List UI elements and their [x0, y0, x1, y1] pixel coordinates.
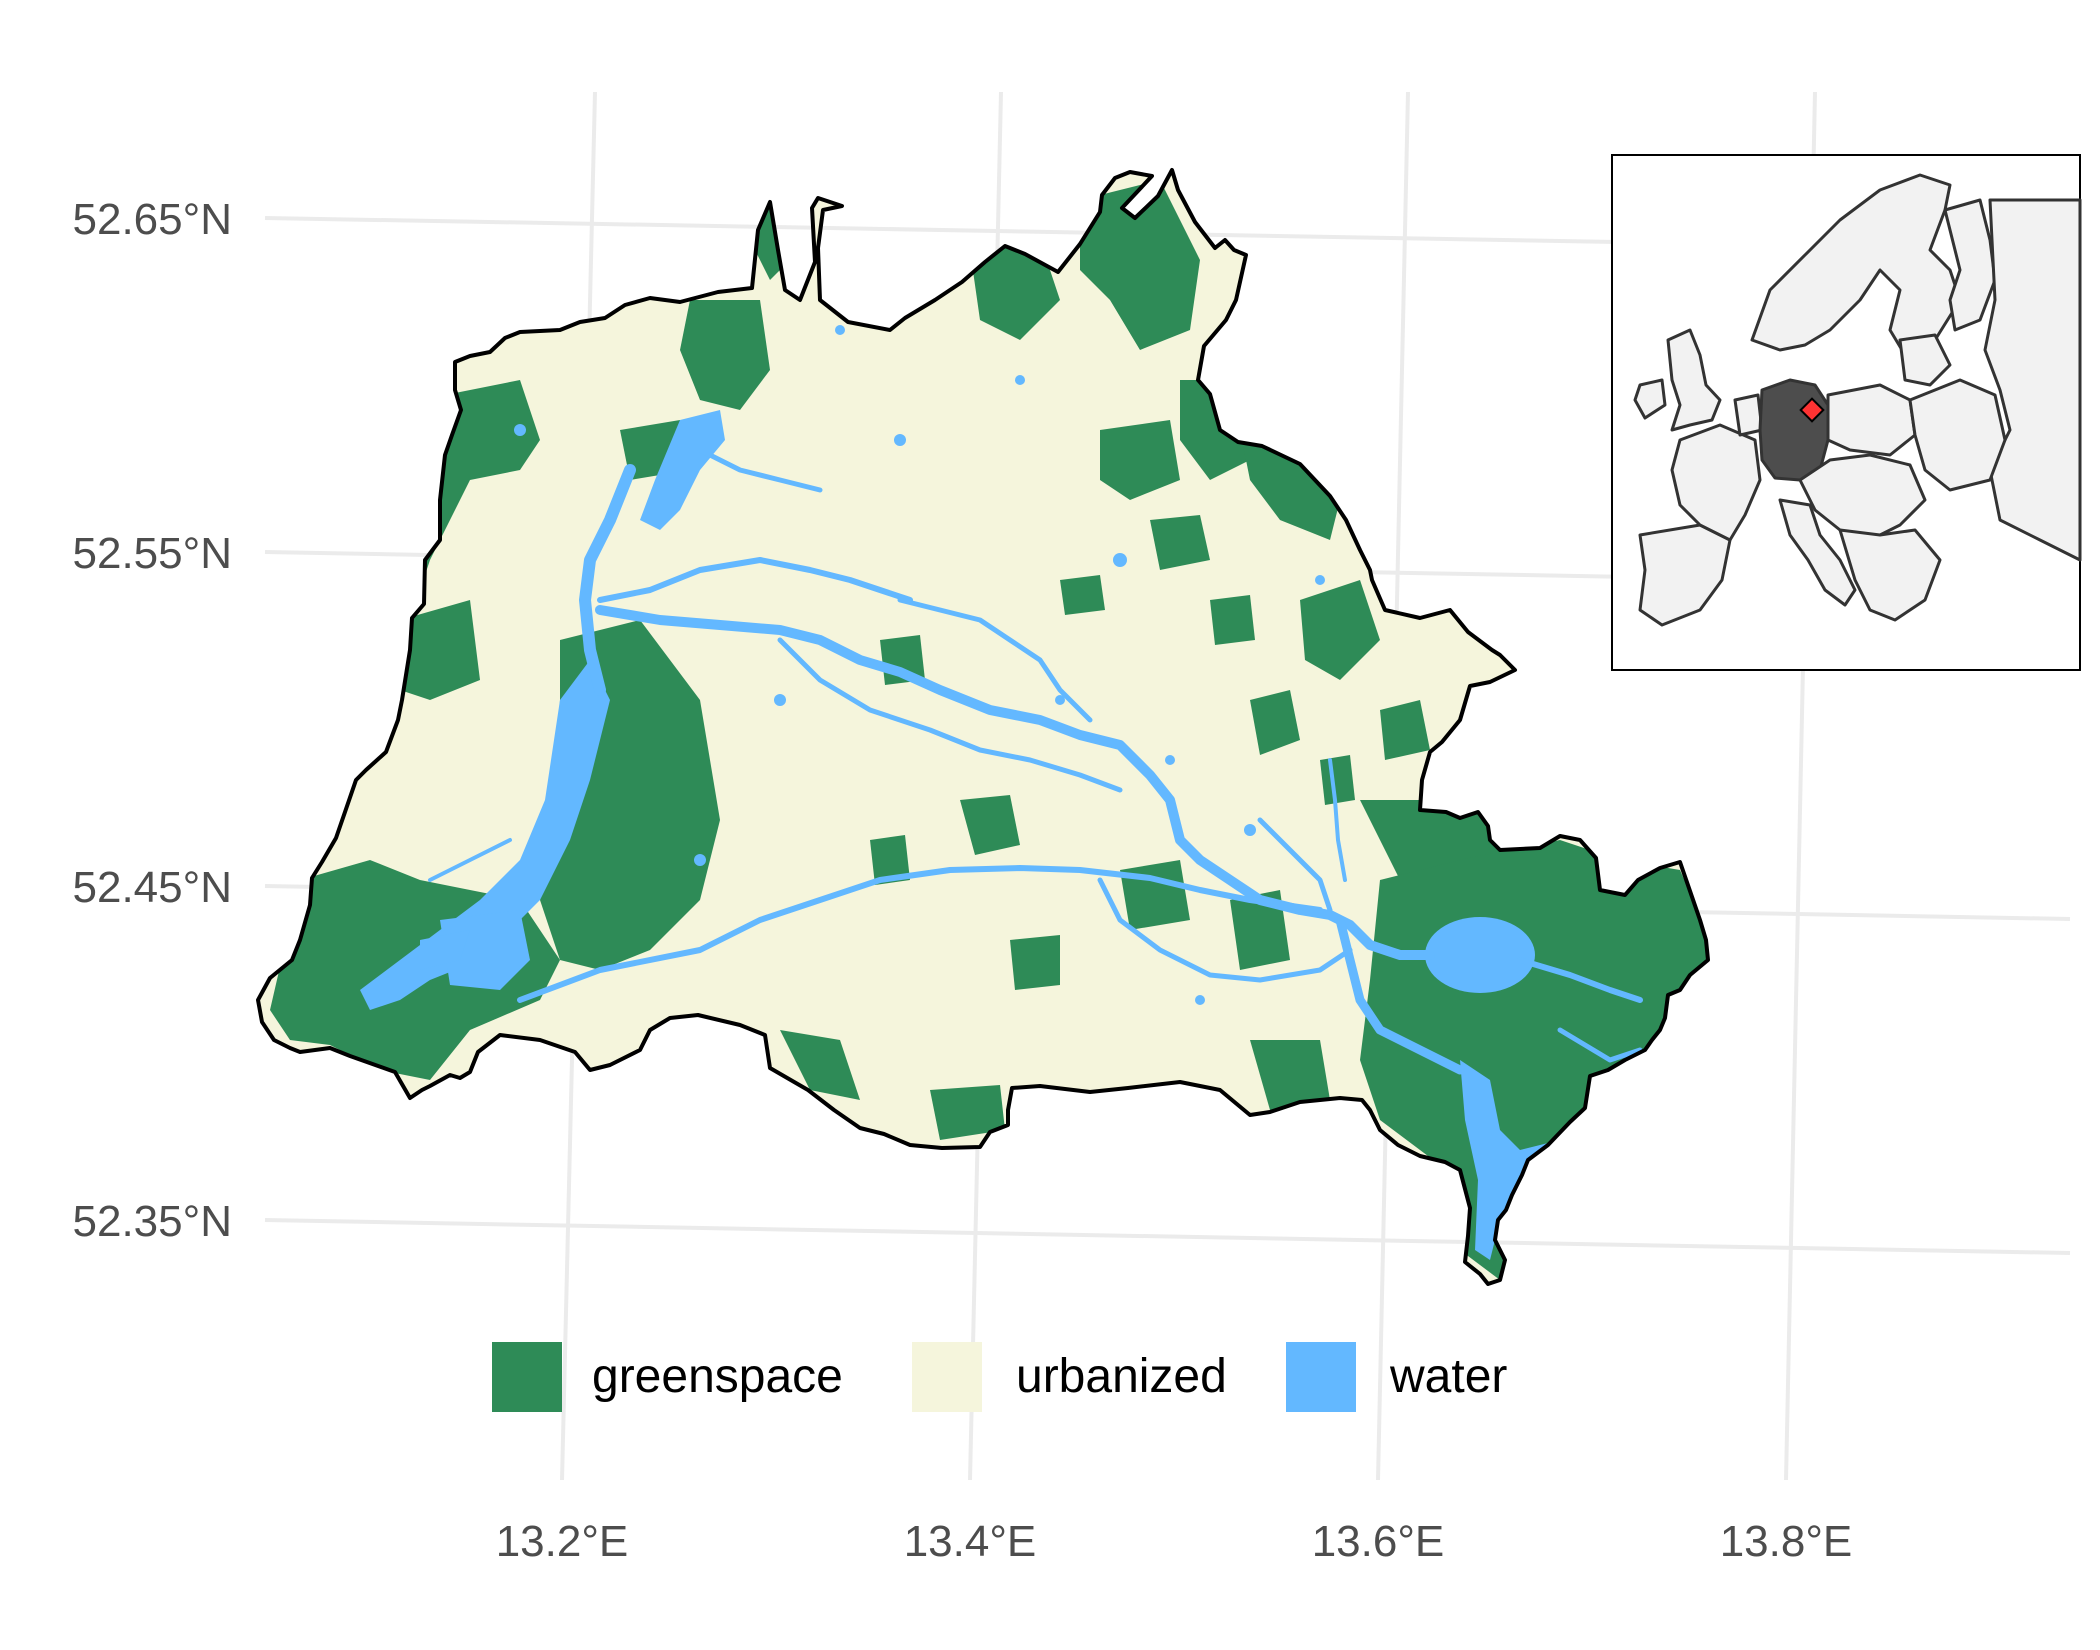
greenspace-patch [1380, 700, 1430, 760]
greenspace-patch [1240, 430, 1340, 540]
lake-tegel [640, 410, 725, 530]
river-segment [697, 447, 823, 493]
greenspace-patch [870, 835, 910, 885]
greenspace-patch [1150, 515, 1210, 570]
rivers-and-canals [428, 447, 1643, 1075]
pond [1015, 375, 1025, 385]
latitude-gridline [264, 1218, 2071, 1255]
inset-east-region [1983, 198, 2082, 562]
greenspace-patch [1250, 690, 1300, 755]
inset-baltics [1898, 333, 1952, 387]
greenspace-patch [400, 600, 480, 700]
greenspace-patch [1060, 575, 1105, 615]
lat-label-52-45: 52.45°N [73, 863, 232, 912]
pond [1165, 755, 1175, 765]
inset-germany [1758, 378, 1830, 482]
pond [694, 854, 706, 866]
greenspace-patch [680, 300, 770, 410]
lon-label-13-4: 13.4°E [904, 1517, 1037, 1566]
teltow-canal [517, 865, 1323, 1003]
inset-finland [1943, 198, 1997, 332]
river-spree [595, 605, 1435, 960]
pond [835, 325, 845, 335]
inset-central-europe [1798, 453, 1927, 542]
greenspace-patch [1360, 840, 1708, 1280]
greenspace-patch [1100, 420, 1180, 500]
berlin-city-area [256, 168, 1710, 1286]
lat-label-52-65: 52.65°N [73, 195, 232, 244]
greenspace-patch [1230, 890, 1290, 970]
pond [894, 434, 906, 446]
havel-lake-south [440, 910, 530, 990]
greenspace-patch [1300, 580, 1380, 680]
inset-poland [1826, 383, 1917, 457]
landwehr-canal [777, 637, 1123, 793]
latitude-labels: 52.65°N 52.55°N 52.45°N 52.35°N [73, 195, 232, 1246]
pond [1195, 995, 1205, 1005]
greenspace-patch [780, 1030, 860, 1100]
pond [514, 424, 526, 436]
lon-label-13-8: 13.8°E [1720, 1517, 1853, 1566]
greenspace-patch [1010, 935, 1060, 990]
canal-north [597, 557, 913, 603]
europe-inset-map [1611, 154, 2082, 671]
inset-france [1670, 423, 1762, 542]
inset-italy [1778, 498, 1857, 607]
inset-countries [1633, 173, 2082, 627]
pond [1055, 695, 1065, 705]
legend: greenspace urbanized water [492, 1342, 1507, 1412]
lon-label-13-2: 13.2°E [496, 1517, 629, 1566]
berlin-boundary [256, 168, 1710, 1286]
urbanized-area [258, 170, 1708, 1284]
lat-label-52-55: 52.55°N [73, 529, 232, 578]
havel-river [579, 464, 636, 696]
pond [1113, 553, 1127, 567]
dahme-lakes [1460, 1060, 1590, 1260]
lake-mueggelsee [1425, 917, 1535, 993]
canal-south-east [1097, 877, 1353, 983]
greenspace-patch [1250, 1040, 1330, 1110]
greenspace-patch [960, 795, 1020, 855]
river-segment [428, 838, 512, 882]
inset-ireland [1633, 378, 1667, 420]
river-segment [1517, 957, 1643, 1003]
berlin-location-marker [1799, 397, 1825, 423]
inset-great-britain [1666, 328, 1722, 432]
pond [1244, 824, 1256, 836]
inset-balkans [1838, 528, 1942, 622]
legend-label-urbanized: urbanized [1016, 1350, 1227, 1403]
longitude-labels: 13.2°E 13.4°E 13.6°E 13.8°E [496, 1517, 1853, 1566]
lat-label-52-35: 52.35°N [73, 1197, 232, 1246]
lon-label-13-6: 13.6°E [1312, 1517, 1445, 1566]
greenspace-patch [970, 240, 1060, 340]
river-segment [1328, 758, 1347, 882]
pond [1315, 575, 1325, 585]
greenspace-patch [1210, 595, 1255, 645]
water-bodies [360, 325, 1590, 1260]
greenspace-patch [1120, 860, 1190, 930]
legend-swatch-water [1286, 1342, 1356, 1412]
greenspace-patch [930, 1085, 1005, 1140]
legend-swatch-greenspace [492, 1342, 562, 1412]
legend-swatch-urbanized [912, 1342, 982, 1412]
legend-label-water: water [1389, 1350, 1507, 1403]
legend-label-greenspace: greenspace [592, 1350, 843, 1403]
lake-wannsee [420, 930, 470, 970]
canal-northeast [897, 597, 1093, 723]
greenspace-patch [1080, 180, 1200, 350]
greenspace-patch [1320, 755, 1355, 805]
pond [774, 694, 786, 706]
inset-benelux [1733, 393, 1764, 437]
river-segment [1557, 1027, 1643, 1063]
dahme-river [1335, 915, 1465, 1075]
inset-ukraine-belarus [1908, 378, 2007, 492]
canal-east [1257, 817, 1333, 913]
